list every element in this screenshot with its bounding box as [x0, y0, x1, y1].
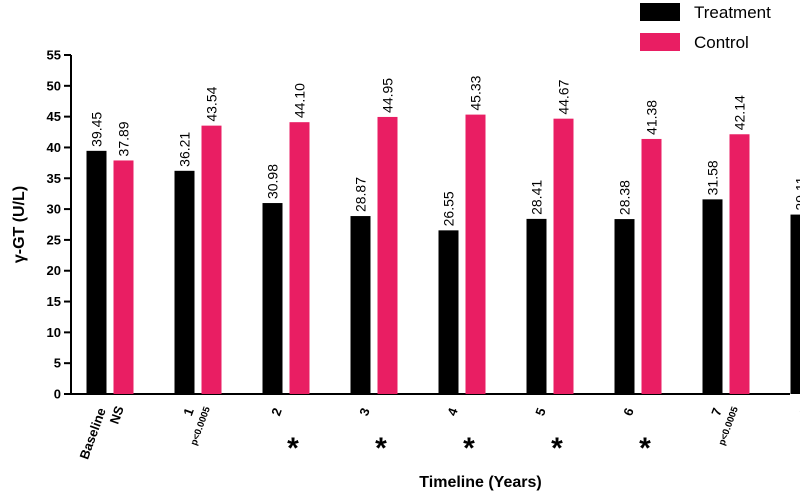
- significance-star-2: *: [287, 432, 299, 465]
- value-label-control-3: 44.95: [380, 78, 396, 113]
- value-label-control-4: 45.33: [468, 75, 484, 110]
- value-label-treatment-0: 39.45: [89, 112, 105, 147]
- value-label-control-2: 44.10: [292, 83, 308, 118]
- legend-label-treatment: Treatment: [694, 3, 771, 22]
- bar-control-0: [113, 160, 134, 394]
- value-label-control-6: 41.38: [644, 100, 660, 135]
- value-label-treatment-3: 28.87: [353, 177, 369, 212]
- legend-swatch-treatment: [640, 3, 680, 21]
- legend-label-control: Control: [694, 33, 749, 52]
- y-tick-label: 0: [54, 387, 61, 402]
- bar-treatment-0: [86, 150, 107, 394]
- y-tick-label: 55: [47, 48, 61, 63]
- significance-star-5: *: [551, 432, 563, 465]
- bar-control-1: [201, 125, 222, 395]
- category-label-5: 5: [532, 406, 549, 418]
- bar-control-5: [553, 118, 574, 395]
- legend: Treatment Control: [640, 3, 771, 52]
- value-labels: 39.45 37.89 36.21 43.54 30.98 44.10 28.87 44.95…: [89, 75, 800, 226]
- y-tick-label: 35: [47, 171, 61, 186]
- bar-control-3: [377, 116, 398, 394]
- value-label-treatment-4: 26.55: [441, 191, 457, 226]
- bar-treatment-5: [526, 218, 547, 394]
- bar-treatment-4: [438, 230, 459, 394]
- value-label-control-0: 37.89: [116, 121, 132, 156]
- value-label-treatment-1: 36.21: [177, 132, 193, 167]
- y-tick-label: 30: [47, 202, 61, 217]
- bar-treatment-6: [614, 219, 635, 394]
- value-label-control-1: 43.54: [204, 86, 220, 121]
- x-axis-title: Timeline (Years): [419, 474, 541, 491]
- value-label-control-7: 42.14: [732, 95, 748, 130]
- bar-control-7: [729, 134, 750, 395]
- bar-treatment-8: [790, 214, 800, 394]
- bar-treatment-2: [262, 203, 283, 394]
- bar-control-6: [641, 138, 662, 394]
- category-label-3: 3: [356, 406, 373, 418]
- value-label-treatment-5: 28.41: [529, 180, 545, 215]
- value-label-treatment-8: 29.11: [793, 176, 800, 210]
- y-tick-label: 10: [47, 325, 61, 340]
- y-tick-label: 20: [47, 263, 61, 278]
- category-label-6: 6: [620, 406, 637, 418]
- category-labels: BaselineNS1p<0.00052*3*4*5*6*7p<0.00058p…: [76, 404, 800, 465]
- bars: [86, 114, 800, 395]
- y-tick-label: 45: [47, 109, 61, 124]
- value-label-control-5: 44.67: [556, 79, 572, 114]
- y-axis-title-text: γ-GT (U/L): [11, 186, 28, 263]
- y-tick-label: 25: [47, 232, 61, 247]
- significance-star-6: *: [639, 432, 651, 465]
- y-axis: 0 5 10 15 20 25 30 35 40 45 50 55: [47, 48, 72, 402]
- y-tick-label: 15: [47, 294, 61, 309]
- significance-star-4: *: [463, 432, 475, 465]
- category-label-4: 4: [444, 405, 461, 418]
- category-label-7: 7: [708, 406, 725, 418]
- value-label-treatment-6: 28.38: [617, 180, 633, 215]
- legend-swatch-control: [640, 33, 680, 51]
- category-label-8: 8: [796, 406, 800, 418]
- category-label-1: 1: [180, 406, 197, 418]
- bar-control-4: [465, 114, 486, 395]
- significance-ns-0: NS: [107, 404, 127, 426]
- y-axis-title: γ-GT (U/L): [11, 186, 28, 263]
- category-label-0: Baseline: [76, 406, 108, 461]
- bar-treatment-7: [702, 199, 723, 394]
- y-tick-label: 40: [47, 140, 61, 155]
- y-tick-label: 50: [47, 78, 61, 93]
- value-label-treatment-2: 30.98: [265, 164, 281, 199]
- bar-treatment-3: [350, 216, 371, 394]
- bar-control-2: [289, 122, 310, 394]
- y-tick-label: 5: [54, 356, 61, 371]
- significance-star-3: *: [375, 432, 387, 465]
- category-label-2: 2: [268, 406, 285, 418]
- value-label-treatment-7: 31.58: [705, 160, 721, 195]
- bar-treatment-1: [174, 170, 195, 394]
